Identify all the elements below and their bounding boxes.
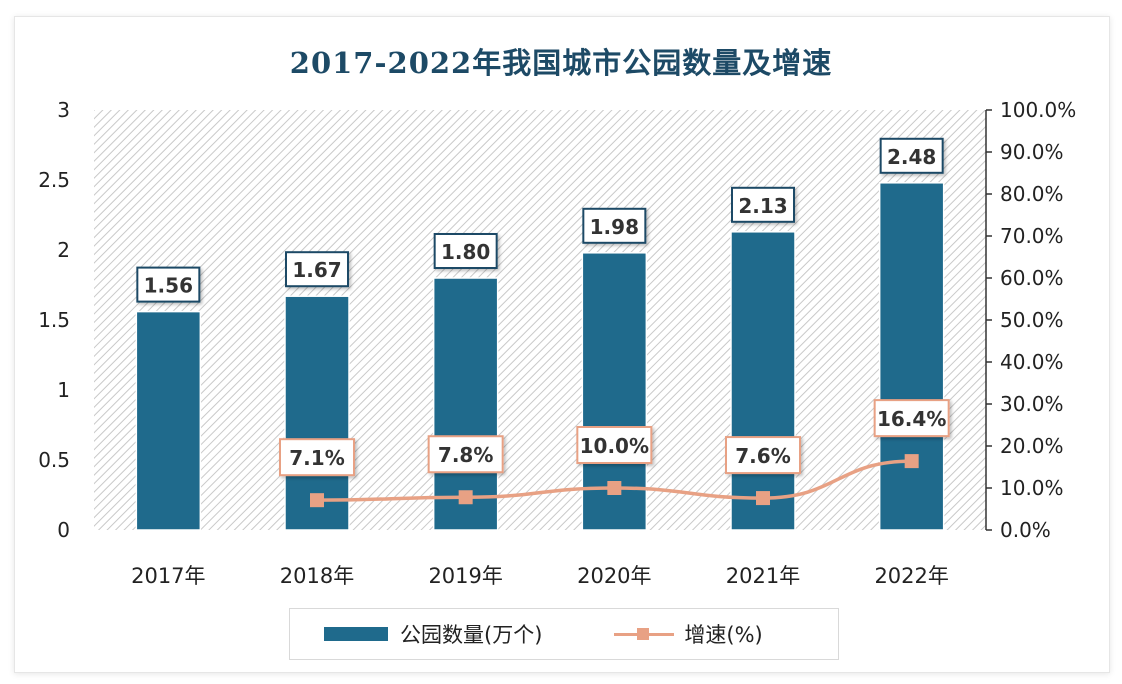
growth-point [904,454,919,469]
y-axis-right: 0.0% 10.0% 20.0% 30.0% 40.0% 50.0% 60.0% 70.0% 8… [986,98,1076,542]
bar-data-label-box [879,137,944,174]
growth-point [607,481,622,495]
y-right-tick-label: 30.0% [1000,392,1064,416]
bar [432,277,499,531]
y-axis-left: 0 0.5 1 1.5 2 2.5 3 [38,98,70,542]
bar [730,231,796,531]
y-right-tick-label: 80.0% [1000,182,1064,206]
bar-data-label: 1.67 [292,258,341,282]
legend-line-swatch [614,627,675,641]
growth-data-label-box [873,399,950,438]
y-right-tick-label: 0.0% [1000,518,1051,542]
x-tick-label: 2020年 [577,564,651,588]
bar [284,295,350,531]
y-left-tick-label: 2.5 [38,168,70,192]
y-left-tick-label: 1.5 [38,308,70,332]
growth-data-label: 10.0% [580,434,649,458]
growth-data-label-box [427,435,504,474]
legend-bar-swatch [324,627,388,641]
x-tick-label: 2018年 [280,564,354,588]
growth-data-label: 7.6% [735,444,790,468]
line-series: 7.1% 7.8% 10.0% 7.6% 16.4% [279,399,950,508]
y-left-tick-label: 1 [57,378,70,402]
y-right-tick-label: 100.0% [1000,98,1076,122]
y-left-tick-label: 0.5 [38,448,70,472]
x-axis: 2017年 2018年 2019年 2020年 2021年 2022年 [131,564,949,588]
legend: 公园数量(万个) 增速(%) [289,608,839,660]
y-right-tick-label: 50.0% [1000,308,1064,332]
bar-data-label-box [136,266,201,303]
y-left-tick-label: 2 [57,238,70,262]
plot-area [94,110,986,530]
bar [135,310,202,531]
bar-data-label: 1.56 [144,274,193,298]
y-right-tick-label: 40.0% [1000,350,1064,374]
y-right-tick-label: 10.0% [1000,476,1064,500]
x-tick-label: 2017年 [131,564,205,588]
x-tick-label: 2019年 [428,564,502,588]
y-right-tick-label: 20.0% [1000,434,1064,458]
bar-data-label: 1.80 [441,240,490,264]
y-right-tick-label: 90.0% [1000,140,1064,164]
y-left-tick-label: 3 [57,98,70,122]
growth-data-label: 7.1% [289,446,344,470]
bar [878,182,945,531]
bar-data-label: 1.98 [590,215,639,239]
growth-point [310,493,324,508]
legend-bar-label: 公园数量(万个) [400,623,543,647]
x-tick-label: 2021年 [726,564,800,588]
bar-data-label-box [731,186,795,223]
bar-data-label-box [582,207,647,244]
growth-point [458,490,473,505]
bar-data-label-box [433,233,498,269]
y-right-tick-label: 60.0% [1000,266,1064,290]
legend-item-line[interactable]: 增速(%) [542,619,763,649]
bar-data-label: 2.48 [887,145,936,169]
x-tick-label: 2022年 [874,564,948,588]
bar-data-label: 2.13 [738,194,787,218]
legend-item-bar[interactable]: 公园数量(万个) [290,619,542,649]
growth-data-label: 7.8% [438,443,493,467]
legend-line-label: 增速(%) [684,623,763,647]
y-right-tick-label: 70.0% [1000,224,1064,248]
growth-data-label-box [279,438,355,477]
growth-point [756,491,770,506]
growth-data-label: 16.4% [877,407,946,431]
growth-data-label-box [576,426,653,464]
chart-title: 2017-2022年我国城市公园数量及增速 [289,46,833,80]
bar-data-label-box [285,251,349,288]
y-left-tick-label: 0 [57,518,70,542]
growth-data-label-box [725,436,801,475]
